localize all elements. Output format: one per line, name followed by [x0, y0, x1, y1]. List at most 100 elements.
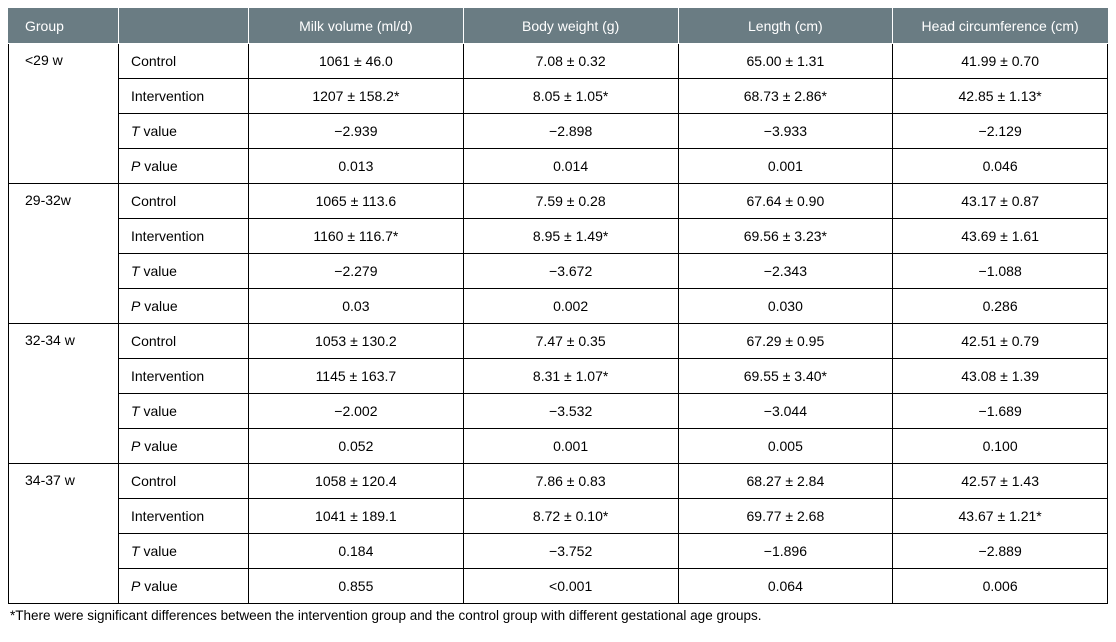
row-sublabel: P value [119, 569, 249, 604]
cell-milk: 1145 ± 163.7 [249, 359, 464, 394]
group-label: 32-34 w [9, 324, 119, 464]
cell-hc: 0.100 [893, 429, 1108, 464]
cell-bw: 8.05 ± 1.05* [463, 79, 678, 114]
col-header-milk: Milk volume (ml/d) [249, 9, 464, 44]
group-label: 34-37 w [9, 464, 119, 604]
row-sublabel: Control [119, 44, 249, 79]
cell-len: −3.933 [678, 114, 893, 149]
col-header-len: Length (cm) [678, 9, 893, 44]
cell-bw: <0.001 [463, 569, 678, 604]
cell-bw: 0.014 [463, 149, 678, 184]
row-sublabel: Intervention [119, 499, 249, 534]
cell-bw: 8.95 ± 1.49* [463, 219, 678, 254]
cell-milk: 1061 ± 46.0 [249, 44, 464, 79]
cell-milk: 1065 ± 113.6 [249, 184, 464, 219]
cell-bw: 7.08 ± 0.32 [463, 44, 678, 79]
row-sublabel: Control [119, 324, 249, 359]
cell-bw: −2.898 [463, 114, 678, 149]
table-row: P value0.0520.0010.0050.100 [9, 429, 1108, 464]
row-sublabel: Control [119, 464, 249, 499]
table-row: P value0.030.0020.0300.286 [9, 289, 1108, 324]
table-row: T value−2.279−3.672−2.343−1.088 [9, 254, 1108, 289]
cell-bw: 7.47 ± 0.35 [463, 324, 678, 359]
row-sublabel: T value [119, 534, 249, 569]
cell-milk: 0.013 [249, 149, 464, 184]
row-sublabel: Intervention [119, 359, 249, 394]
col-header-sub [119, 9, 249, 44]
cell-len: −2.343 [678, 254, 893, 289]
group-label: <29 w [9, 44, 119, 184]
cell-len: 0.030 [678, 289, 893, 324]
col-header-hc: Head circumference (cm) [893, 9, 1108, 44]
cell-bw: 0.002 [463, 289, 678, 324]
cell-len: −3.044 [678, 394, 893, 429]
table-header: Group Milk volume (ml/d)Body weight (g)Le… [9, 9, 1108, 44]
table-row: Intervention1145 ± 163.78.31 ± 1.07*69.5… [9, 359, 1108, 394]
col-header-group: Group [9, 9, 119, 44]
col-header-bw: Body weight (g) [463, 9, 678, 44]
group-label: 29-32w [9, 184, 119, 324]
cell-hc: 42.51 ± 0.79 [893, 324, 1108, 359]
cell-milk: 0.184 [249, 534, 464, 569]
cell-hc: 0.006 [893, 569, 1108, 604]
row-sublabel: P value [119, 429, 249, 464]
cell-hc: 42.85 ± 1.13* [893, 79, 1108, 114]
cell-bw: −3.752 [463, 534, 678, 569]
cell-hc: 43.67 ± 1.21* [893, 499, 1108, 534]
cell-milk: 1160 ± 116.7* [249, 219, 464, 254]
cell-len: 69.55 ± 3.40* [678, 359, 893, 394]
cell-hc: 0.286 [893, 289, 1108, 324]
table-row: 29-32wControl1065 ± 113.67.59 ± 0.2867.6… [9, 184, 1108, 219]
cell-milk: 0.855 [249, 569, 464, 604]
data-table: Group Milk volume (ml/d)Body weight (g)Le… [8, 8, 1108, 604]
table-footnote: *There were significant differences betw… [8, 608, 1108, 623]
cell-milk: −2.279 [249, 254, 464, 289]
row-sublabel: P value [119, 149, 249, 184]
table-row: Intervention1160 ± 116.7*8.95 ± 1.49*69.… [9, 219, 1108, 254]
cell-len: 65.00 ± 1.31 [678, 44, 893, 79]
row-sublabel: Intervention [119, 79, 249, 114]
cell-hc: 43.08 ± 1.39 [893, 359, 1108, 394]
cell-bw: −3.672 [463, 254, 678, 289]
cell-len: 69.56 ± 3.23* [678, 219, 893, 254]
cell-len: 68.27 ± 2.84 [678, 464, 893, 499]
cell-bw: 8.72 ± 0.10* [463, 499, 678, 534]
cell-hc: −2.889 [893, 534, 1108, 569]
cell-milk: 1207 ± 158.2* [249, 79, 464, 114]
cell-milk: 0.03 [249, 289, 464, 324]
cell-hc: −1.088 [893, 254, 1108, 289]
cell-milk: −2.002 [249, 394, 464, 429]
cell-bw: 7.86 ± 0.83 [463, 464, 678, 499]
table-row: T value0.184−3.752−1.896−2.889 [9, 534, 1108, 569]
table-row: T value−2.939−2.898−3.933−2.129 [9, 114, 1108, 149]
cell-len: 67.64 ± 0.90 [678, 184, 893, 219]
table-body: <29 wControl1061 ± 46.07.08 ± 0.3265.00 … [9, 44, 1108, 604]
row-sublabel: T value [119, 394, 249, 429]
cell-len: 0.064 [678, 569, 893, 604]
cell-bw: 8.31 ± 1.07* [463, 359, 678, 394]
row-sublabel: T value [119, 254, 249, 289]
cell-hc: −2.129 [893, 114, 1108, 149]
cell-len: 0.005 [678, 429, 893, 464]
table-row: P value0.855<0.0010.0640.006 [9, 569, 1108, 604]
cell-hc: 43.17 ± 0.87 [893, 184, 1108, 219]
row-sublabel: T value [119, 114, 249, 149]
cell-bw: 7.59 ± 0.28 [463, 184, 678, 219]
row-sublabel: P value [119, 289, 249, 324]
cell-len: 69.77 ± 2.68 [678, 499, 893, 534]
table-row: 32-34 wControl1053 ± 130.27.47 ± 0.3567.… [9, 324, 1108, 359]
cell-hc: 43.69 ± 1.61 [893, 219, 1108, 254]
cell-len: 0.001 [678, 149, 893, 184]
table-row: Intervention1207 ± 158.2*8.05 ± 1.05*68.… [9, 79, 1108, 114]
cell-hc: 42.57 ± 1.43 [893, 464, 1108, 499]
cell-hc: 0.046 [893, 149, 1108, 184]
cell-hc: 41.99 ± 0.70 [893, 44, 1108, 79]
table-row: <29 wControl1061 ± 46.07.08 ± 0.3265.00 … [9, 44, 1108, 79]
cell-milk: −2.939 [249, 114, 464, 149]
cell-len: 67.29 ± 0.95 [678, 324, 893, 359]
cell-milk: 0.052 [249, 429, 464, 464]
row-sublabel: Intervention [119, 219, 249, 254]
table-row: P value0.0130.0140.0010.046 [9, 149, 1108, 184]
cell-milk: 1041 ± 189.1 [249, 499, 464, 534]
cell-len: −1.896 [678, 534, 893, 569]
